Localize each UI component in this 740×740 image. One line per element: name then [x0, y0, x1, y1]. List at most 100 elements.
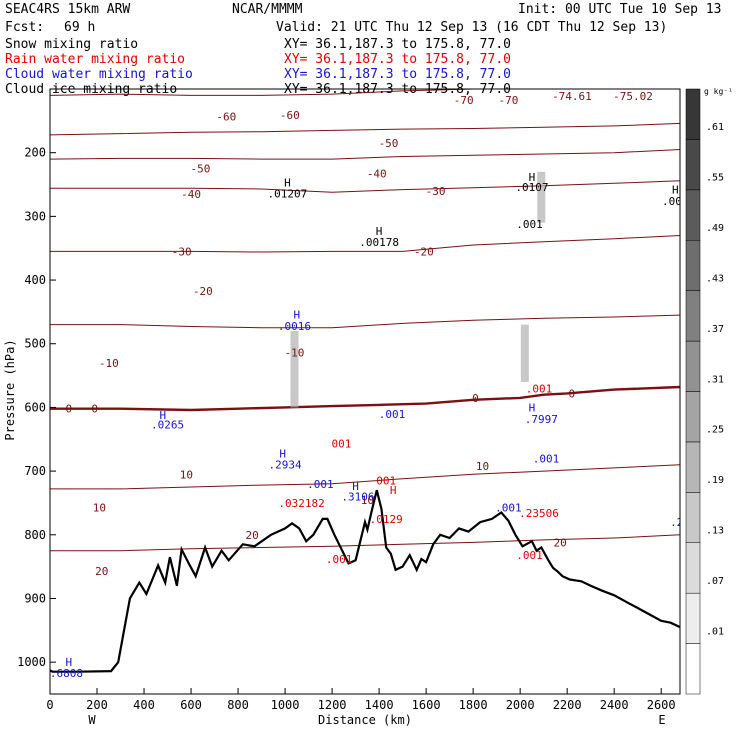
colorbar-label: .13	[706, 526, 724, 537]
valid-time: Valid: 21 UTC Thu 12 Sep 13 (16 CDT Thu …	[276, 20, 667, 35]
cloud-water-label: .001	[379, 408, 406, 421]
x-tick-label: 800	[227, 698, 249, 712]
colorbar-swatch	[685, 391, 701, 443]
x-tick-label: 2400	[600, 698, 629, 712]
temperature-label: 10	[180, 468, 193, 481]
field-name-cloudwater: Cloud water mixing ratio	[5, 67, 193, 82]
rain-label: .001	[516, 549, 543, 562]
x-tick-label: 200	[86, 698, 108, 712]
rain-label: H	[390, 484, 397, 497]
colorbar-swatch	[685, 592, 701, 644]
colorbar-label: .49	[706, 223, 724, 234]
temperature-contour-10	[50, 464, 680, 490]
temperature-label: 20	[95, 565, 108, 578]
field-name-snow: Snow mixing ratio	[5, 37, 138, 52]
temperature-label: -70	[498, 94, 518, 107]
rain-label: .23506	[519, 507, 559, 520]
colorbar-swatch	[685, 139, 701, 191]
plot-frame	[49, 88, 681, 695]
cloud-water-label: H	[65, 656, 72, 669]
temperature-label: -75.02	[613, 90, 653, 103]
rain-label: 001	[332, 438, 352, 451]
temperature-label: 10	[93, 501, 106, 514]
temperature-label: -50	[379, 137, 399, 150]
y-tick-label: 500	[24, 337, 46, 351]
colorbar-label: .25	[706, 425, 724, 436]
colorbar-swatch	[685, 492, 701, 544]
snow-label: .0107	[515, 181, 548, 194]
cloud-water-label: .0016	[278, 320, 311, 333]
field-xy-cloudwater: XY= 36.1,187.3 to 175.8, 77.0	[284, 67, 511, 82]
cloud-water-label: .2934	[269, 459, 302, 472]
snow-shade-0	[290, 331, 299, 408]
x-tick-label: 0	[46, 698, 53, 712]
plot-content: -60 -60 -70 -70 -74.61 -75.02 -50 -50 -40 -40 -30 -…	[50, 89, 690, 680]
colorbar-swatch	[685, 542, 701, 594]
x-tick-label: 2200	[553, 698, 582, 712]
field-xy-snow: XY= 36.1,187.3 to 175.8, 77.0	[284, 37, 511, 52]
cloud-water-label: .3106	[341, 491, 374, 504]
temperature-contour--40	[50, 149, 680, 160]
x-tick-label: 1200	[318, 698, 347, 712]
x-tick-label: 1000	[271, 698, 300, 712]
field-xy-rain: XY= 36.1,187.3 to 175.8, 77.0	[284, 52, 511, 67]
temperature-label: 20	[246, 529, 259, 542]
y-tick-label: 1000	[17, 655, 46, 669]
temperature-label: -50	[191, 163, 211, 176]
temperature-contour-20	[50, 534, 680, 552]
colorbar-swatch	[685, 88, 701, 140]
x-tick-label: 1600	[412, 698, 441, 712]
x-tick-label: 1800	[459, 698, 488, 712]
temperature-contour-0	[50, 385, 680, 412]
y-tick-label: 600	[24, 400, 46, 414]
colorbar-label: .37	[706, 324, 724, 335]
x-tick-label: 2000	[506, 698, 535, 712]
temperature-contour--10	[50, 314, 680, 329]
snow-label: .001	[516, 218, 543, 231]
plot-area: -60 -60 -70 -70 -74.61 -75.02 -50 -50 -40 -40 -30 -…	[50, 89, 690, 680]
colorbar: .01 .07 .13 .19 .25 .31 .37 .43 .49 .55 .61	[685, 88, 724, 695]
rain-label: .001	[526, 382, 553, 395]
colorbar-label: .01	[706, 626, 724, 637]
x-tick-label: 1400	[365, 698, 394, 712]
rain-label: .032182	[278, 497, 324, 510]
temperature-contour--60	[50, 89, 563, 96]
cloud-water-label: .001	[495, 501, 522, 514]
snow-shade-2	[537, 171, 546, 223]
colorbar-swatch	[685, 441, 701, 493]
x-axis: 0 200 400 600 800 1000 1200 1400 1600 1800 2000 220…	[46, 688, 676, 712]
field-name-rain: Rain water mixing ratio	[5, 52, 185, 67]
y-axis: 200 300 400 500 600 700 800 900 1000	[17, 146, 56, 669]
terrain-line	[50, 489, 680, 673]
temperature-label: -40	[181, 188, 201, 201]
y-tick-label: 300	[24, 209, 46, 223]
cloud-water-label: .001	[533, 452, 560, 465]
x-axis-label: Distance (km)	[318, 713, 412, 727]
fcst-label: Fcst:	[5, 20, 44, 35]
temperature-label: -30	[172, 245, 192, 258]
temperature-label: -30	[426, 185, 446, 198]
rain-label: .0129	[370, 513, 403, 526]
cloud-water-label: .001	[307, 478, 334, 491]
colorbar-label: .55	[706, 173, 724, 184]
y-tick-label: 800	[24, 528, 46, 542]
temperature-label: -70	[454, 94, 474, 107]
temperature-label: -74.61	[552, 90, 592, 103]
y-tick-label: 400	[24, 273, 46, 287]
cloud-water-label: .7997	[525, 413, 558, 426]
temperature-label: -20	[414, 245, 434, 258]
temperature-contour--50	[50, 122, 680, 136]
cloud-water-label: H	[294, 308, 301, 321]
colorbar-swatch	[685, 643, 701, 695]
temperature-label: 0	[472, 392, 479, 405]
snow-label: H	[284, 177, 291, 190]
temperature-contour--20	[50, 235, 680, 253]
colorbar-swatch	[685, 240, 701, 291]
cloud-water-label: .24	[670, 516, 690, 529]
y-tick-label: 700	[24, 464, 46, 478]
snow-label: H	[376, 225, 383, 238]
temperature-label: 10	[476, 460, 489, 473]
colorbar-label: .43	[706, 273, 724, 284]
temperature-label: 20	[553, 536, 566, 549]
endpoint-west: W	[88, 713, 96, 727]
